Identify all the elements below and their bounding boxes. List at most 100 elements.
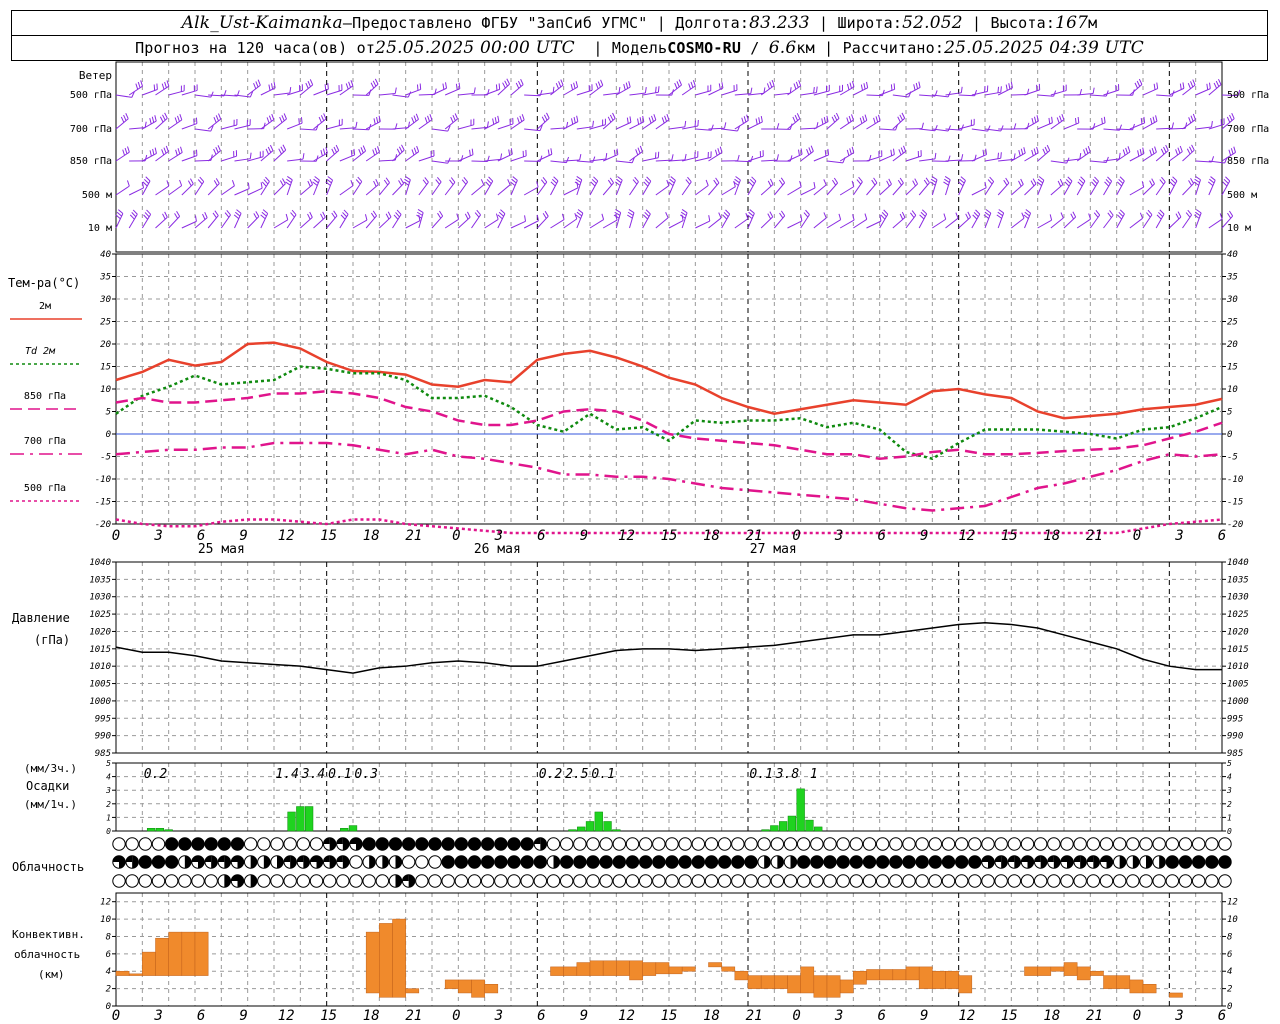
wind-barb-flag: [717, 148, 721, 155]
cloud-circle: [230, 837, 245, 851]
longitude-value: 83.233: [749, 13, 810, 33]
wind-barb-flag: [400, 178, 405, 184]
wind-barb-flag: [159, 116, 164, 123]
cloud-circle: [204, 874, 218, 888]
wind-barb-flag: [778, 179, 784, 186]
cloud-symbol: [257, 874, 271, 888]
wind-barb-flag: [174, 213, 179, 219]
wind-barb-flag: [469, 149, 471, 156]
wind-barb-flag: [1079, 152, 1082, 160]
cloud-circle: [375, 837, 390, 851]
wind-barb-flag: [461, 179, 467, 185]
cloud-fill: [336, 837, 343, 844]
cloud-circle: [283, 874, 297, 888]
wind-barb-flag: [289, 86, 292, 94]
wind-barb-flag: [335, 144, 340, 151]
wind-level-label-left: 500 м: [82, 190, 112, 201]
wind-barb: [524, 94, 541, 97]
wind-barb-flag: [831, 116, 836, 123]
wind-barb-flag: [1025, 209, 1031, 214]
cloud-circle: [480, 837, 495, 851]
wind-barb-flag: [199, 176, 205, 182]
cloud-symbol: [375, 874, 390, 888]
cloud-circle: [559, 855, 574, 869]
convective-bar: [892, 969, 907, 981]
wind-barb-flag: [1139, 212, 1144, 219]
wind-barb-flag: [458, 82, 461, 89]
wind-barb-flag: [912, 180, 916, 187]
wind-barb-flag: [998, 209, 1004, 214]
wind-barb-flag: [1036, 181, 1042, 186]
precip-total-label: 1.4: [275, 767, 298, 782]
wind-barb-flag: [974, 89, 978, 96]
cloud-circle: [902, 874, 916, 888]
cloud-circle: [349, 855, 363, 869]
cloud-circle: [678, 837, 692, 851]
y-tick-label-right: 10: [1227, 915, 1238, 925]
wind-barb-flag: [1005, 177, 1010, 184]
wind-barb-flag: [1093, 212, 1099, 218]
wind-barb: [1208, 218, 1223, 229]
wind-barb-flag: [300, 117, 303, 124]
wind-barb-flag: [558, 81, 562, 88]
wind-barb-flag: [450, 116, 454, 123]
cloud-circle: [309, 874, 324, 888]
wind-barb-flag: [291, 209, 297, 216]
wind-barb-flag: [257, 79, 261, 86]
wind-barb-flag: [1195, 211, 1201, 217]
cloud-symbol: [678, 874, 692, 888]
cloud-circle: [638, 855, 653, 869]
x-tick-label: 9: [920, 528, 928, 544]
y-tick-label-right: 40: [1227, 250, 1238, 260]
precip-bar: [287, 811, 296, 832]
cloud-circle: [164, 874, 179, 888]
precip-total-label: 0.2: [539, 767, 563, 782]
cloud-symbol: [494, 837, 508, 851]
cloud-fill: [303, 855, 310, 869]
cloud-circle: [1152, 874, 1166, 888]
cloud-symbol: [981, 874, 995, 888]
cloud-circle: [559, 874, 574, 888]
cloud-fill: [1080, 855, 1087, 869]
convective-bar: [155, 937, 169, 976]
wind-barb-flag: [664, 115, 668, 122]
model-resolution: 6.6: [768, 38, 797, 58]
y-tick-label-right: 1005: [1227, 680, 1249, 690]
cloud-circle: [507, 837, 521, 851]
wind-barb-flag: [1184, 122, 1188, 129]
x-tick-label: 0: [452, 528, 460, 544]
y-tick-label-right: 0: [1227, 827, 1232, 836]
wind-barb-flag: [456, 213, 460, 220]
cloud-symbol: [428, 837, 442, 851]
wind-barb: [234, 158, 251, 162]
wind-barb-flag: [536, 181, 539, 188]
y-tick-label-left: 8: [106, 932, 111, 942]
wind-barb-flag: [1013, 123, 1017, 130]
cloud-symbol: [1152, 837, 1166, 851]
wind-barb-flag: [1064, 181, 1070, 187]
cloud-circle: [1205, 874, 1219, 888]
cloud-symbol: [612, 855, 627, 869]
wind-barb-flag: [162, 213, 166, 220]
cloud-fill: [1159, 855, 1166, 869]
wind-barb-flag: [1020, 148, 1024, 155]
wind-barb: [1221, 94, 1239, 97]
cloud-circle: [889, 855, 903, 869]
wind-barb-flag: [376, 116, 379, 124]
wind-barb-flag: [810, 145, 814, 152]
cloud-circle: [125, 874, 139, 888]
convective-bar: [774, 975, 788, 989]
cloud-fill: [534, 837, 541, 844]
wind-barb-flag: [1044, 146, 1049, 153]
wind-barb: [853, 218, 868, 229]
cloud-symbol: [915, 855, 929, 869]
cloud-circle: [454, 837, 469, 851]
wind-barb-flag: [541, 116, 546, 123]
cloud-symbol: [191, 855, 205, 869]
y-tick-label-right: 1010: [1227, 662, 1249, 672]
cloud-symbol: [178, 855, 192, 869]
x-tick-label: 15: [1001, 528, 1018, 544]
wind-barb-flag: [591, 178, 597, 184]
cloud-symbol: [1086, 837, 1101, 851]
header-line-1: Alk_Ust-Kaimanka — Предоставлено ФГБУ "З…: [11, 10, 1268, 36]
